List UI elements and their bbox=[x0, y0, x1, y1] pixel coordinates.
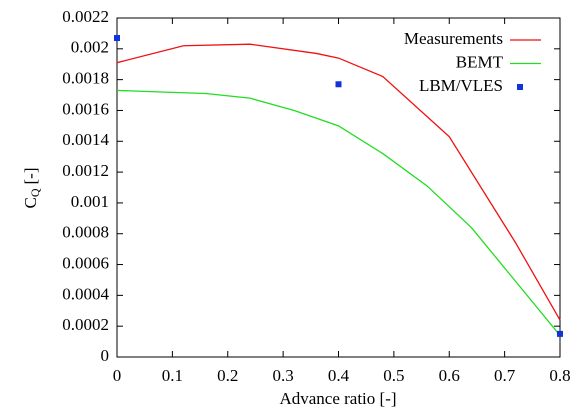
y-tick-label: 0 bbox=[101, 346, 110, 365]
y-tick-label: 0.0014 bbox=[62, 130, 109, 149]
y-tick-label: 0.002 bbox=[71, 38, 109, 57]
marker bbox=[557, 330, 563, 337]
y-tick-label: 0.0022 bbox=[62, 7, 109, 26]
y-tick-label: 0.0016 bbox=[62, 99, 109, 118]
x-axis-label: Advance ratio [-] bbox=[279, 389, 396, 408]
y-axis-label: CQ [-] bbox=[21, 168, 42, 209]
legend-label: Measurements bbox=[404, 29, 503, 48]
y-tick-label: 0.0008 bbox=[62, 223, 109, 242]
y-label-base: C bbox=[21, 197, 40, 208]
x-tick-label: 0.7 bbox=[494, 366, 516, 385]
legend-label: BEMT bbox=[456, 52, 504, 71]
y-tick-label: 0.0006 bbox=[62, 253, 109, 272]
marker bbox=[335, 81, 342, 88]
series-line bbox=[116, 43, 561, 321]
y-tick-label: 0.001 bbox=[71, 192, 109, 211]
x-tick-label: 0.6 bbox=[439, 366, 460, 385]
legend-marker bbox=[517, 84, 523, 90]
marker bbox=[114, 35, 120, 42]
x-tick-label: 0.4 bbox=[328, 366, 350, 385]
x-tick-label: 0.1 bbox=[162, 366, 183, 385]
x-tick-label: 0.8 bbox=[549, 366, 570, 385]
y-tick-label: 0.0004 bbox=[62, 284, 109, 303]
y-label-unit: [-] bbox=[21, 168, 40, 185]
series-line bbox=[116, 89, 561, 336]
y-tick-label: 0.0012 bbox=[62, 161, 109, 180]
x-tick-label: 0.2 bbox=[217, 366, 238, 385]
x-tick-label: 0.5 bbox=[383, 366, 404, 385]
x-tick-label: 0 bbox=[113, 366, 122, 385]
y-tick-label: 0.0018 bbox=[62, 69, 109, 88]
y-tick-label: 0.0002 bbox=[62, 315, 109, 334]
y-label-sub: Q bbox=[28, 188, 42, 197]
x-tick-label: 0.3 bbox=[273, 366, 294, 385]
legend-label: LBM/VLES bbox=[419, 76, 503, 95]
